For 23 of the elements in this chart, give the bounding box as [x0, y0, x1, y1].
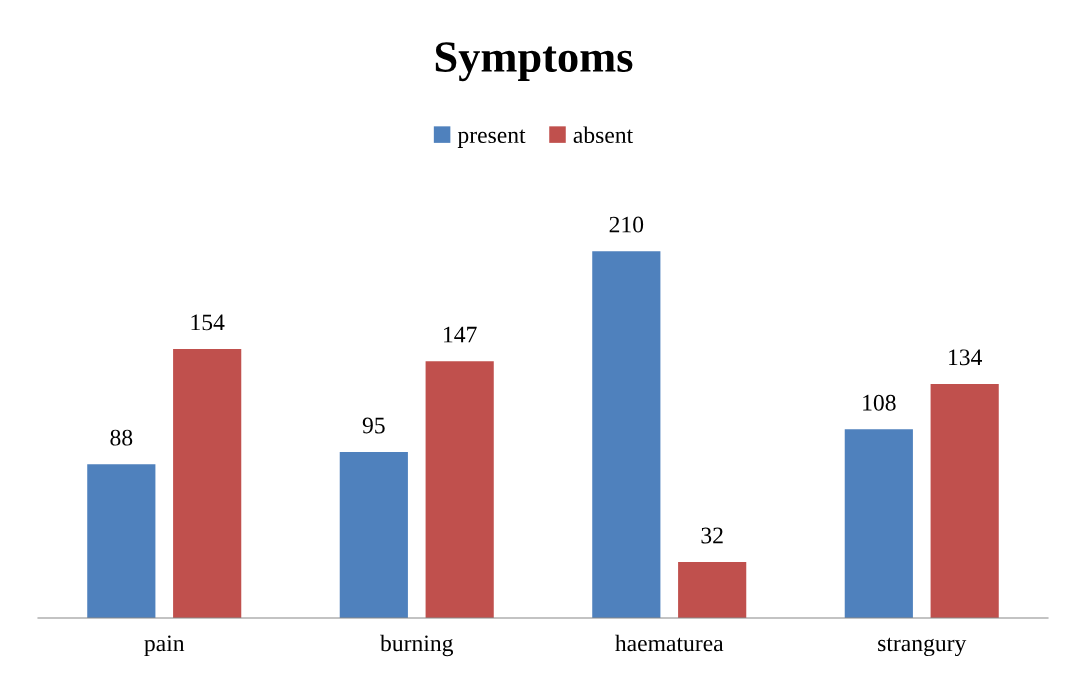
x-tick-label: strangury — [878, 637, 967, 657]
legend-label: absent — [573, 126, 634, 144]
data-label: 108 — [863, 394, 896, 411]
bar — [173, 349, 242, 618]
bar — [678, 562, 747, 618]
data-label: 147 — [444, 326, 477, 343]
data-label: 88 — [110, 429, 133, 446]
data-label: 154 — [191, 314, 225, 331]
bar — [592, 251, 661, 618]
bar — [339, 452, 408, 618]
x-tick-label: haematurea — [615, 634, 724, 652]
bar — [930, 383, 999, 618]
data-label: 95 — [362, 417, 385, 434]
data-label: 32 — [701, 527, 723, 544]
legend-label: present — [457, 129, 526, 148]
bar — [87, 464, 156, 618]
bar — [844, 429, 913, 618]
x-tick-label: burning — [380, 634, 454, 657]
data-label: 210 — [609, 216, 644, 233]
chart-title: Symptoms — [435, 42, 633, 82]
data-label: 134 — [949, 349, 983, 366]
x-tick-label: pain — [144, 635, 185, 657]
bar — [425, 361, 494, 618]
